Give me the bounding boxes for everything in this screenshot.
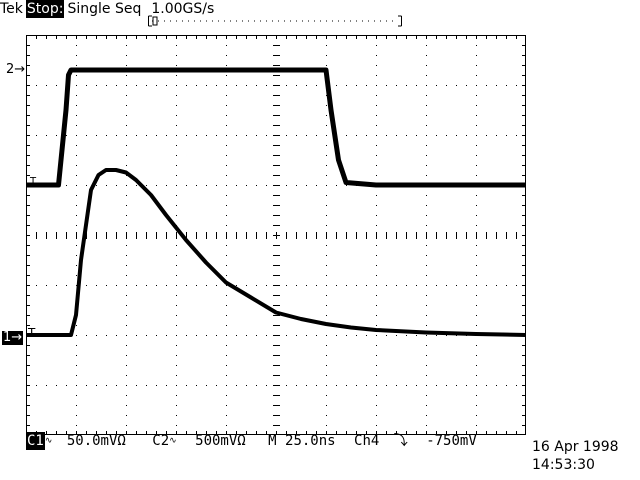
graticule — [26, 35, 526, 435]
ch2-waveform — [26, 67, 526, 188]
capture-time: 14:53:30 — [532, 457, 595, 473]
acquisition-state: Stop: — [25, 0, 65, 18]
acquisition-mode: Single Seq — [67, 1, 142, 17]
timebase: M 25.0ns — [268, 433, 336, 449]
trigger-slope-icon: ⤵ — [393, 433, 408, 449]
ch2-trigger-marker: T — [30, 176, 37, 187]
ch1-level-marker: 1→ — [2, 330, 24, 345]
trigger-level: -750mV — [426, 433, 477, 449]
sample-rate: 1.00GS/s — [151, 1, 215, 17]
capture-date: 16 Apr 1998 — [532, 439, 619, 455]
ch1-coupling-icon: ∿ — [44, 436, 53, 446]
ch2-level-marker: 2→ — [6, 62, 26, 77]
record-window-marker — [152, 16, 158, 26]
channel-settings-bar: C1∿ 50.0mVΩ C2∿ 500mVΩ M 25.0ns Ch4 ⤵ -7… — [26, 432, 477, 450]
status-header: Tek Stop: Single Seq 1.00GS/s — [0, 0, 214, 18]
brand-label: Tek — [0, 1, 23, 17]
ch1-waveform — [26, 168, 526, 337]
ch1-label: C1 — [26, 432, 45, 450]
trigger-source: Ch4 — [354, 433, 380, 449]
ch2-coupling-icon: ∿ — [169, 436, 177, 446]
ch1-scale: 50.0mVΩ — [66, 433, 126, 449]
oscilloscope-screen — [26, 35, 526, 435]
ch2-label: C2 — [152, 433, 170, 449]
record-length-indicator — [148, 15, 402, 27]
ch2-scale: 500mVΩ — [195, 433, 246, 449]
